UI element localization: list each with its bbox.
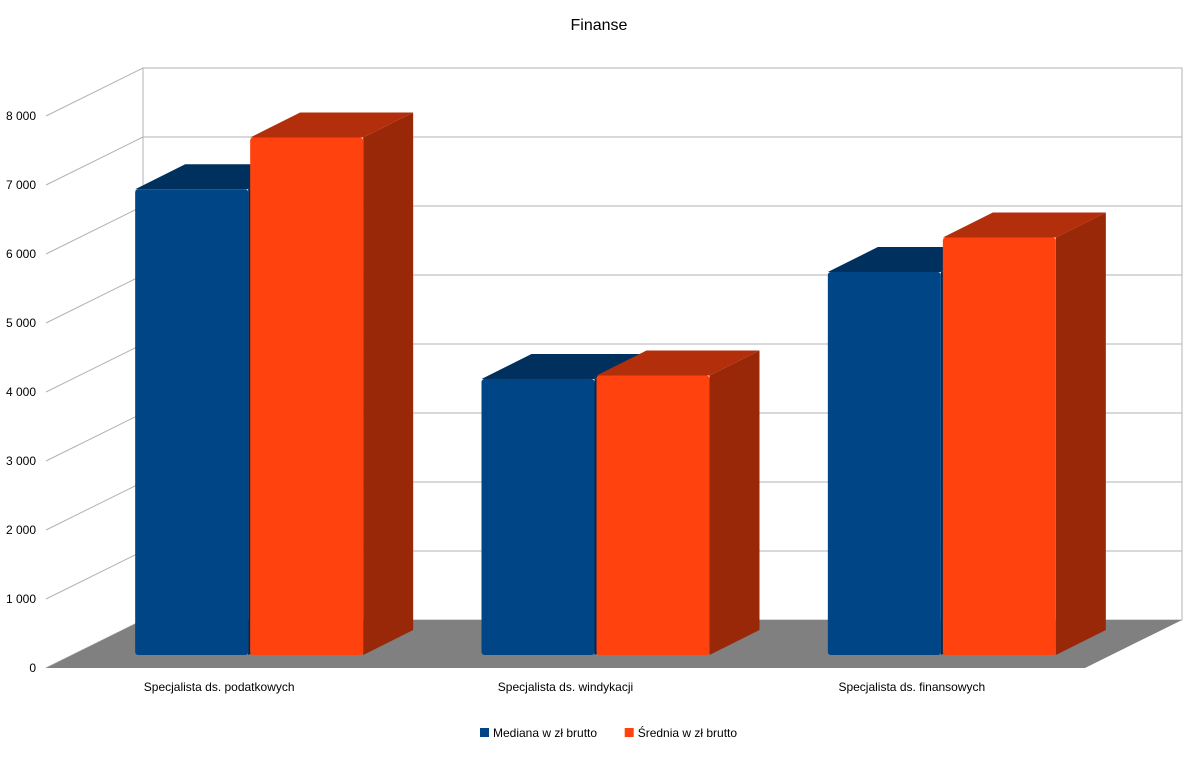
- legend-label: Średnia w zł brutto: [638, 725, 738, 740]
- y-tick-label: 3 000: [6, 454, 36, 468]
- x-tick-label: Specjalista ds. finansowych: [838, 680, 985, 694]
- bar-front: [135, 189, 249, 655]
- gridline-side: [45, 481, 144, 531]
- gridline-side: [45, 412, 144, 462]
- legend-label: Mediana w zł brutto: [493, 726, 597, 740]
- gridline-side: [45, 550, 144, 600]
- x-tick-label: Specjalista ds. podatkowych: [144, 680, 295, 694]
- bar: [250, 112, 414, 655]
- legend-item: Średnia w zł brutto: [624, 725, 738, 740]
- x-axis-labels: Specjalista ds. podatkowych Specjalista d…: [144, 680, 985, 694]
- bar: [942, 212, 1106, 656]
- legend-swatch: [480, 728, 489, 737]
- bar-front: [596, 375, 710, 655]
- y-tick-label: 2 000: [6, 523, 36, 537]
- x-tick-label: Specjalista ds. windykacji: [498, 680, 633, 694]
- gridline-side: [45, 205, 144, 255]
- bar-side: [709, 350, 760, 655]
- bar-top: [596, 350, 760, 376]
- bar-front: [827, 272, 941, 655]
- legend-swatch: [624, 728, 634, 737]
- bar-top: [942, 212, 1106, 238]
- bar-side: [363, 112, 414, 655]
- gridline-side: [45, 67, 144, 117]
- gridline-side: [45, 274, 144, 324]
- legend: Mediana w zł brutto Średnia w zł brutto: [480, 725, 737, 740]
- bar-front: [250, 137, 364, 655]
- y-tick-label: 7 000: [6, 178, 36, 192]
- y-axis-ticks: 0 1 000 2 000 3 000 4 000 5 000 6 000 7 000 8 00…: [6, 109, 36, 675]
- bar: [596, 350, 760, 655]
- bars: [135, 112, 1106, 656]
- gridline-side: [45, 343, 144, 393]
- legend-item: Mediana w zł brutto: [480, 726, 597, 740]
- y-tick-label: 8 000: [6, 109, 36, 123]
- bar-front: [942, 237, 1056, 656]
- y-tick-label: 4 000: [6, 385, 36, 399]
- bar-side: [1055, 212, 1106, 656]
- gridline-side: [45, 136, 144, 186]
- bar-front: [481, 379, 595, 655]
- y-tick-label: 1 000: [6, 592, 36, 606]
- bar-top: [250, 112, 414, 138]
- chart-title: Finanse: [571, 17, 628, 34]
- y-tick-label: 5 000: [6, 316, 36, 330]
- y-tick-label: 6 000: [6, 247, 36, 261]
- y-tick-label: 0: [29, 661, 36, 675]
